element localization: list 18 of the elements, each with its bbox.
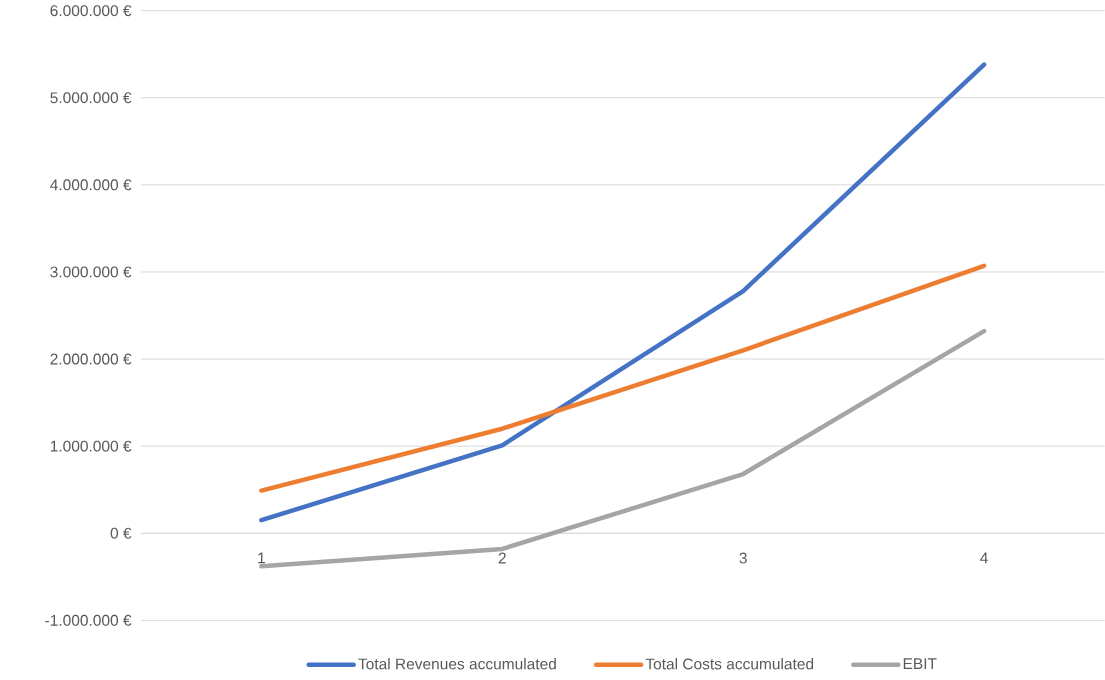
y-tick-label: 6.000.000 € bbox=[50, 4, 132, 16]
line-series bbox=[259, 263, 987, 493]
line-series bbox=[259, 62, 987, 523]
legend-label: EBIT bbox=[903, 658, 937, 669]
x-tick-label: 3 bbox=[739, 552, 747, 564]
y-tick-label: 2.000.000 € bbox=[50, 353, 132, 365]
x-tick-label: 1 bbox=[258, 552, 265, 564]
x-tick-label: 4 bbox=[980, 552, 988, 564]
y-tick-label: 0 € bbox=[110, 527, 132, 539]
legend-label: Total Costs accumulated bbox=[645, 657, 814, 670]
legend-label: Total Revenues accumulated bbox=[358, 657, 556, 670]
x-tick-label: 2 bbox=[498, 552, 506, 564]
y-tick-label: 3.000.000 € bbox=[50, 266, 132, 278]
line-series bbox=[259, 328, 987, 569]
y-tick-label: 5.000.000 € bbox=[50, 92, 132, 104]
y-tick-label: -1.000.000 € bbox=[45, 614, 132, 626]
y-tick-label: 4.000.000 € bbox=[50, 179, 132, 191]
y-tick-label: 1.000.000 € bbox=[50, 440, 132, 452]
